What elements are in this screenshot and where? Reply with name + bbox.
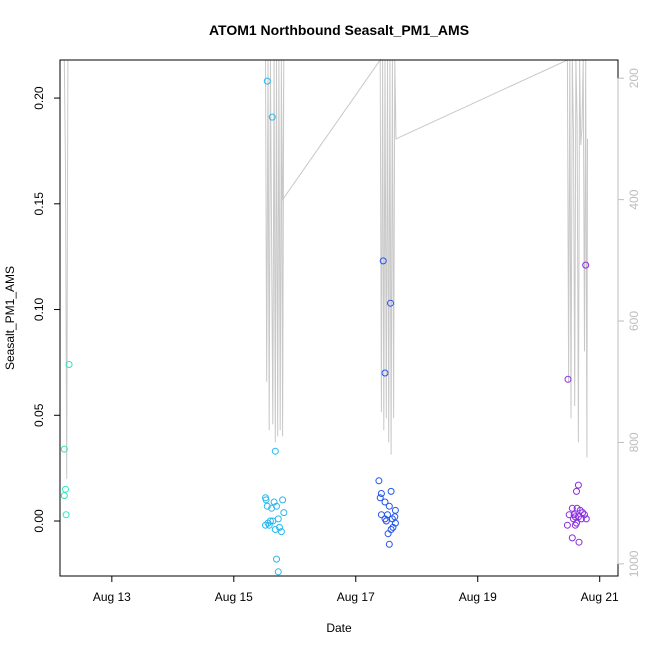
data-point	[65, 361, 73, 368]
data-point	[276, 523, 283, 531]
data-point	[575, 538, 583, 546]
data-point	[582, 515, 590, 523]
plot-frame	[59, 59, 619, 577]
y-tick-label: 0.15	[32, 192, 46, 216]
x-tick-label: Aug 17	[337, 590, 375, 604]
data-point	[381, 498, 389, 506]
pressure-layer	[63, 58, 588, 479]
pressure-line	[63, 58, 588, 479]
data-point	[279, 496, 287, 504]
data-point	[265, 521, 273, 529]
data-point	[385, 540, 393, 548]
data-point	[574, 481, 582, 489]
data-point	[381, 369, 389, 377]
data-point	[571, 513, 579, 521]
data-point	[269, 517, 277, 525]
data-point	[391, 506, 399, 514]
y2-tick-label: 1000	[627, 550, 641, 577]
series-flight-1	[60, 361, 73, 519]
y2-tick-label: 200	[627, 68, 641, 88]
data-point	[263, 77, 271, 85]
data-point	[62, 511, 70, 519]
data-point	[268, 504, 276, 512]
data-point	[376, 494, 384, 502]
x-tick-label: Aug 15	[215, 590, 253, 604]
x-tick-label: Aug 13	[93, 590, 131, 604]
data-point	[384, 530, 392, 538]
y-tick-label: 0.05	[32, 403, 46, 427]
data-point	[375, 477, 383, 485]
chart-title: ATOM1 Northbound Seasalt_PM1_AMS	[209, 22, 469, 38]
data-point	[568, 504, 576, 512]
data-point	[377, 490, 385, 497]
data-point	[573, 487, 580, 495]
data-point	[277, 528, 285, 536]
series-flight-2	[262, 77, 288, 576]
data-point	[571, 521, 579, 529]
data-point	[274, 568, 282, 576]
y-axis-label: Seasalt_PM1_AMS	[3, 266, 17, 370]
y2-tick-label: 800	[627, 432, 641, 452]
y-tick-label: 0.20	[32, 86, 46, 110]
data-point	[268, 113, 276, 121]
data-point	[60, 492, 68, 500]
y-tick-label: 0.00	[32, 509, 46, 533]
data-point	[382, 517, 390, 525]
data-point	[271, 447, 279, 455]
data-point	[271, 526, 279, 533]
y2-tick-label: 400	[627, 189, 641, 209]
x-tick-label: Aug 19	[459, 590, 497, 604]
data-point	[579, 509, 587, 517]
data-point	[62, 485, 69, 493]
data-point	[582, 261, 590, 269]
y2-tick-label: 600	[627, 311, 641, 331]
y-tick-label: 0.10	[32, 297, 46, 321]
series-flight-3	[375, 257, 399, 548]
axes-layer: Aug 13 Aug 15 Aug 17 Aug 19 Aug 21 0.00 0.05 0.…	[32, 68, 641, 604]
x-axis-label: Date	[326, 621, 352, 635]
data-point	[563, 521, 571, 529]
data-point	[576, 506, 584, 514]
data-point	[60, 445, 68, 453]
data-point	[385, 502, 393, 510]
data-point	[262, 496, 270, 504]
data-point	[273, 555, 280, 563]
x-tick-label: Aug 21	[581, 590, 619, 604]
data-point	[379, 257, 387, 265]
data-point	[280, 509, 288, 517]
data-point	[577, 515, 585, 523]
data-point	[568, 534, 576, 542]
data-point	[387, 487, 395, 495]
data-point	[263, 502, 271, 510]
data-point	[564, 375, 572, 383]
data-point	[377, 511, 385, 519]
data-point	[387, 299, 394, 307]
points-layer	[60, 77, 590, 576]
series-flight-4	[563, 261, 590, 546]
data-point	[389, 523, 397, 531]
data-point	[565, 511, 573, 519]
data-point	[262, 521, 269, 529]
